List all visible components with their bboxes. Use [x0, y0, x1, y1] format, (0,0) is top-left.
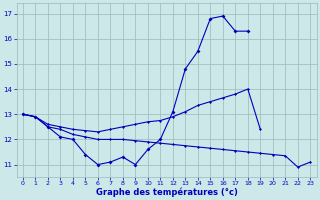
X-axis label: Graphe des températures (°c): Graphe des températures (°c)	[96, 187, 237, 197]
